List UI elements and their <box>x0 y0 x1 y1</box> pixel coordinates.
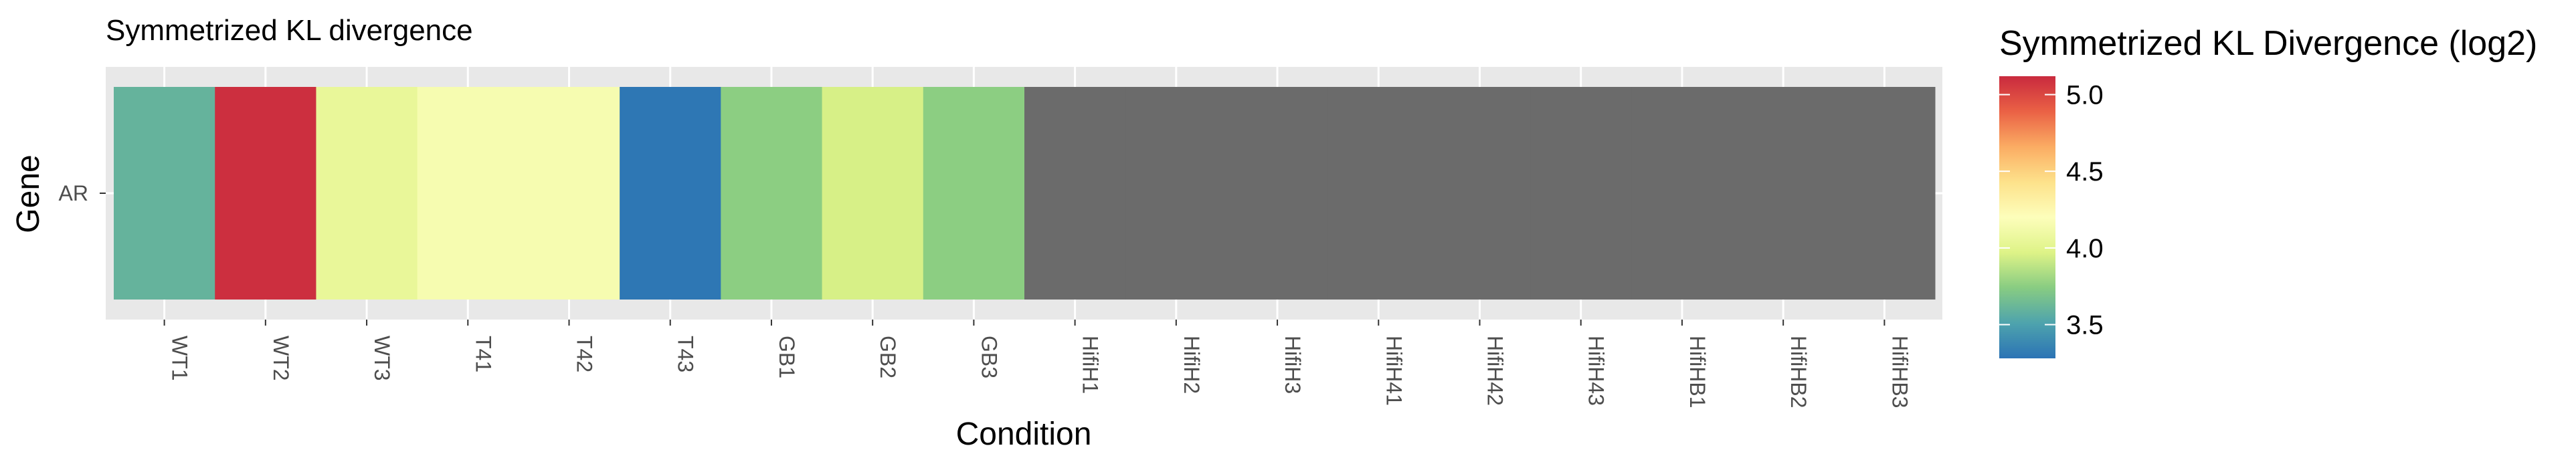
x-tick-label: GB3 <box>977 336 1001 378</box>
chart-title: Symmetrized KL divergence <box>106 14 473 47</box>
legend-tick-label: 3.5 <box>2066 311 2104 340</box>
x-tick-label: GB2 <box>876 336 900 378</box>
x-tick-label: HifiH41 <box>1382 336 1406 406</box>
y-axis-title: Gene <box>11 154 46 233</box>
legend-colorbar <box>1999 76 2055 358</box>
heatmap-cells <box>114 87 1936 300</box>
x-tick-label: WT2 <box>269 336 293 381</box>
heatmap-cell <box>1732 87 1835 300</box>
legend-title: Symmetrized KL Divergence (log2) <box>1999 24 2537 63</box>
heatmap-cell <box>1631 87 1734 300</box>
x-tick-label: T41 <box>471 336 495 372</box>
heatmap-cell <box>923 87 1025 300</box>
heatmap-cell <box>1327 87 1430 300</box>
legend-tick-label: 4.0 <box>2066 234 2104 263</box>
x-tick-label: HifiH3 <box>1281 336 1305 394</box>
x-tick-label: T43 <box>674 336 698 372</box>
y-tick-label: AR <box>59 181 88 205</box>
heatmap-cell <box>316 87 418 300</box>
x-tick-label: WT1 <box>168 336 192 381</box>
heatmap-cell <box>518 87 620 300</box>
legend-ticks: 3.5 4.0 4.5 5.0 <box>1999 81 2104 340</box>
y-axis: AR <box>59 181 106 205</box>
x-axis-title: Condition <box>956 417 1092 452</box>
heatmap-cell <box>1024 87 1126 300</box>
x-tick-label: HifiHB2 <box>1786 336 1811 408</box>
heatmap-cell <box>1226 87 1329 300</box>
x-tick-label: T42 <box>573 336 597 372</box>
heatmap-cell <box>114 87 215 300</box>
legend-tick-label: 5.0 <box>2066 81 2104 110</box>
heatmap-cell <box>822 87 924 300</box>
x-tick-label: WT3 <box>370 336 394 381</box>
x-tick-label: HifiH43 <box>1584 336 1608 406</box>
x-tick-label: HifiH42 <box>1483 336 1507 406</box>
heatmap-cell <box>1833 87 1936 300</box>
legend-tick-label: 4.5 <box>2066 157 2104 187</box>
x-tick-label: GB1 <box>775 336 799 378</box>
heatmap-cell <box>721 87 823 300</box>
heatmap-cell <box>1530 87 1632 300</box>
heatmap-cell <box>620 87 721 300</box>
heatmap-cell <box>215 87 316 300</box>
x-tick-label: HifiH2 <box>1180 336 1204 394</box>
x-axis: WT1 WT2 WT3 T41 T42 T43 GB1 GB2 GB3 HifiH1 HifiH2 H… <box>163 320 1912 408</box>
x-tick-label: HifiHB3 <box>1888 336 1912 408</box>
x-tick-label: HifiH1 <box>1079 336 1103 394</box>
x-tick-label: HifiHB1 <box>1685 336 1710 408</box>
heatmap-cell <box>417 87 519 300</box>
heatmap-cell <box>1429 87 1531 300</box>
heatmap-cell <box>1125 87 1227 300</box>
